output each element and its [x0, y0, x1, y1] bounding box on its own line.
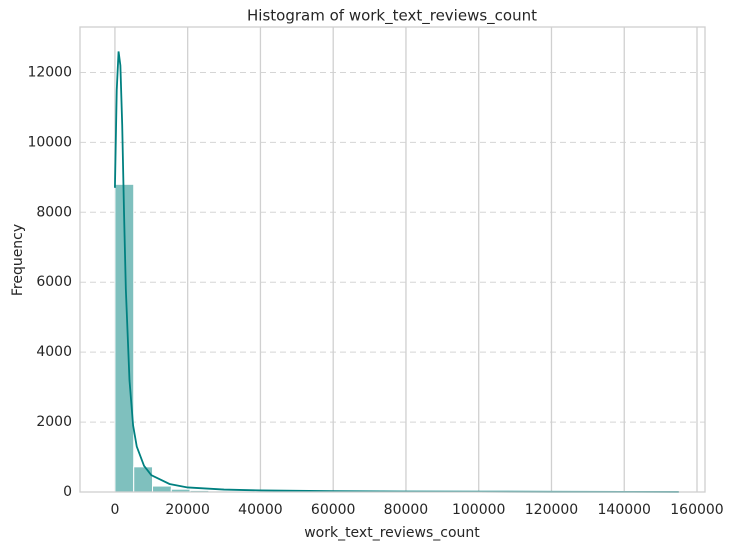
y-tick-label: 10000: [27, 134, 72, 150]
x-tick-label: 120000: [525, 502, 578, 518]
y-tick-label: 6000: [36, 274, 72, 290]
x-tick-label: 60000: [311, 502, 356, 518]
bar: [133, 466, 154, 493]
y-tick-label: 2000: [36, 414, 72, 430]
chart-title: Histogram of work_text_reviews_count: [247, 7, 537, 26]
x-tick-label: 40000: [238, 502, 283, 518]
x-tick-label: 100000: [452, 502, 505, 518]
x-tick-label: 0: [110, 502, 119, 518]
kde-line: [114, 51, 679, 493]
x-tick-label: 140000: [598, 502, 651, 518]
y-tick-label: 0: [63, 484, 72, 500]
x-tick-label: 20000: [165, 502, 210, 518]
plot-frame: [79, 26, 706, 493]
y-axis-label: Frequency: [10, 224, 26, 296]
x-tick-label: 160000: [670, 502, 723, 518]
y-tick-label: 12000: [27, 64, 72, 80]
bar: [152, 485, 172, 493]
x-tick-label: 80000: [384, 502, 429, 518]
y-tick-label: 8000: [36, 204, 72, 220]
x-axis-label: work_text_reviews_count: [304, 525, 480, 541]
y-tick-label: 4000: [36, 344, 72, 360]
